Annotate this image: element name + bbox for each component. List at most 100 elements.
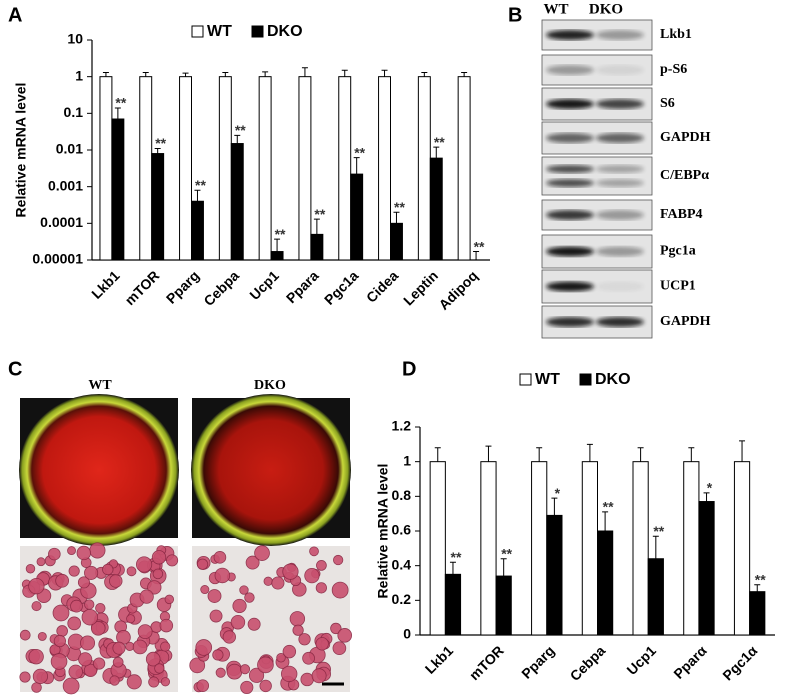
band-label: Pgc1a xyxy=(660,244,696,259)
y-tick-label: 0.001 xyxy=(48,177,83,193)
lipid-cell xyxy=(337,628,353,643)
blot-band xyxy=(596,30,644,40)
lipid-cell xyxy=(19,671,31,683)
error-bar xyxy=(313,218,320,235)
error-bar xyxy=(652,535,659,559)
bar xyxy=(111,118,125,261)
legend-label: DKO xyxy=(267,23,303,40)
error-bar xyxy=(637,447,644,462)
error-bar xyxy=(274,238,281,252)
lipid-cell xyxy=(48,547,61,561)
error-bar xyxy=(102,71,109,77)
blot-band xyxy=(546,99,594,109)
legend-label: WT xyxy=(535,371,560,388)
error-bar xyxy=(688,447,695,462)
lipid-cell xyxy=(68,565,80,577)
band-label: C/EBPα xyxy=(660,168,709,183)
x-tick-label: Pparg xyxy=(163,267,202,306)
legend-swatch xyxy=(519,373,532,386)
lipid-cell xyxy=(263,576,273,586)
lipid-cell xyxy=(207,589,222,603)
lipid-cell xyxy=(292,624,304,636)
significance-label: ** xyxy=(755,571,766,587)
lipid-cell xyxy=(271,576,285,590)
error-bar xyxy=(114,107,121,120)
lipid-cell xyxy=(160,677,171,687)
error-bar xyxy=(536,447,543,462)
panel-label: C xyxy=(8,358,22,380)
bar xyxy=(597,530,614,636)
error-bar xyxy=(301,67,308,77)
bar xyxy=(429,157,443,261)
lipid-cell xyxy=(37,632,47,641)
lipid-cell xyxy=(50,653,68,670)
lipid-cell xyxy=(298,633,311,646)
bar xyxy=(350,173,364,261)
lipid-cell xyxy=(139,589,154,604)
bar xyxy=(733,461,751,636)
lipid-cell xyxy=(239,585,249,595)
band-label: UCP1 xyxy=(660,279,696,294)
blot-band xyxy=(596,179,644,187)
x-tick-label: Ucp1 xyxy=(246,267,282,303)
error-bar xyxy=(182,72,189,77)
lipid-cell xyxy=(70,599,83,613)
error-bar xyxy=(421,71,428,77)
bar xyxy=(338,76,352,261)
lipid-cell xyxy=(315,582,327,594)
y-axis-label: Relative mRNA level xyxy=(375,464,391,599)
legend-swatch xyxy=(191,25,204,38)
bar xyxy=(218,76,232,261)
dish xyxy=(19,394,179,546)
x-tick-label: Lkb1 xyxy=(422,642,457,677)
blot-band xyxy=(596,210,644,220)
legend-label: DKO xyxy=(595,371,631,388)
x-tick-label: Cidea xyxy=(363,267,401,305)
error-bar xyxy=(434,447,441,462)
staining-images: C WT DKO xyxy=(8,358,353,695)
lipid-cell xyxy=(232,598,247,614)
significance-label: ** xyxy=(195,177,206,193)
error-bar xyxy=(586,443,593,462)
lipid-cell xyxy=(28,577,45,595)
lipid-cell xyxy=(78,652,93,667)
lipid-cell xyxy=(112,656,124,668)
blot-strip xyxy=(541,156,653,196)
blot-band xyxy=(546,246,594,257)
lipid-cell xyxy=(84,599,95,610)
error-bar xyxy=(393,211,400,224)
bar xyxy=(749,591,766,636)
lipid-cell xyxy=(145,651,161,667)
lipid-cell xyxy=(245,555,260,570)
column-label: WT xyxy=(543,1,568,17)
lipid-cell xyxy=(137,624,153,640)
lipid-cell xyxy=(151,550,167,565)
blot-band xyxy=(546,210,594,220)
lipid-cell xyxy=(76,545,91,561)
y-tick-label: 0.4 xyxy=(392,556,412,572)
x-tick-label: Pparg xyxy=(518,642,557,681)
lipid-cell xyxy=(316,560,327,571)
lipid-cell xyxy=(89,542,106,559)
lipid-cell xyxy=(31,601,42,612)
error-bar xyxy=(194,189,201,202)
bar xyxy=(270,251,284,261)
lipid-cell xyxy=(200,585,210,595)
significance-label: ** xyxy=(603,499,614,515)
lipid-cell xyxy=(28,648,44,665)
blot-band xyxy=(596,246,644,257)
band-label: GAPDH xyxy=(660,314,711,329)
lipid-cell xyxy=(332,641,347,656)
lipid-cell xyxy=(166,554,179,567)
x-tick-label: Ucp1 xyxy=(623,642,659,678)
error-bar xyxy=(381,69,388,77)
bar xyxy=(647,558,664,636)
bar xyxy=(457,76,471,261)
x-tick-label: mTOR xyxy=(122,267,163,308)
lipid-cell xyxy=(230,614,246,630)
bar xyxy=(581,461,598,636)
lipid-cell xyxy=(254,545,270,561)
error-bar xyxy=(262,71,269,77)
lipid-cell xyxy=(331,581,349,599)
